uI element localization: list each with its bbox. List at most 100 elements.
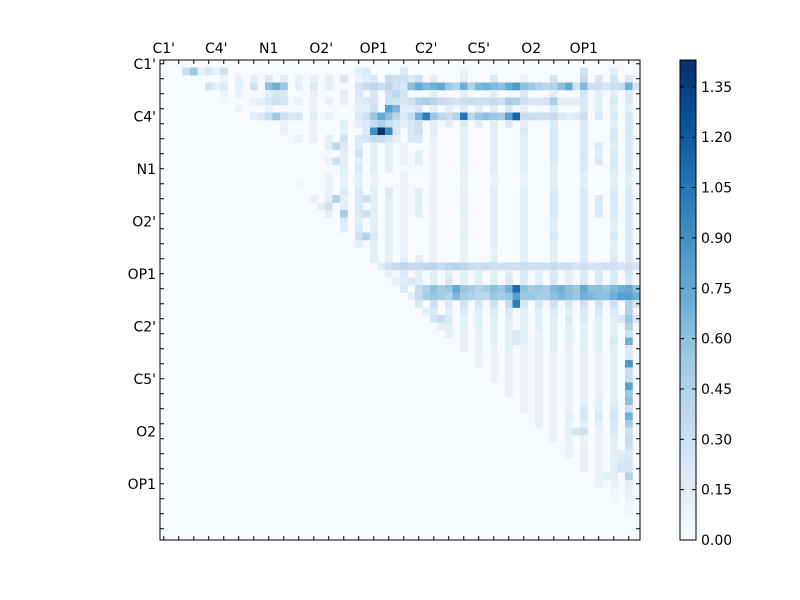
heatmap-cell [595, 285, 603, 293]
heatmap-cell [625, 285, 633, 293]
heatmap-cell [415, 120, 423, 128]
heatmap-cell [595, 150, 603, 158]
heatmap-cell [565, 262, 573, 271]
heatmap-cell [452, 112, 461, 121]
heatmap-cell [557, 285, 566, 293]
heatmap-cell [610, 337, 618, 346]
heatmap-cell [205, 67, 213, 76]
heatmap-cell [422, 112, 431, 121]
heatmap-cell [625, 472, 633, 481]
heatmap-cell [475, 292, 483, 301]
heatmap-cell [460, 322, 468, 331]
heatmap-cell [325, 180, 333, 188]
heatmap-cell [437, 285, 446, 293]
heatmap-cell [490, 345, 498, 353]
heatmap-cell [437, 322, 446, 331]
heatmap-cell [550, 315, 558, 323]
heatmap-cell [572, 427, 581, 436]
heatmap-cell [610, 240, 618, 248]
heatmap-cell [520, 375, 528, 383]
heatmap-cell [430, 127, 438, 136]
heatmap-cell [490, 135, 498, 143]
heatmap-cell [625, 487, 633, 496]
heatmap-cell [572, 292, 581, 301]
heatmap-cell [370, 150, 378, 158]
heatmap-cell [617, 457, 626, 466]
heatmap-cell [475, 315, 483, 323]
heatmap-cell [565, 360, 573, 368]
heatmap-cell [490, 330, 498, 338]
heatmap-cell [610, 382, 618, 391]
heatmap-cell [385, 210, 393, 218]
heatmap-cell [490, 240, 498, 248]
heatmap-cell [445, 292, 453, 301]
heatmap-cell [445, 105, 453, 113]
heatmap-cell [340, 97, 348, 106]
heatmap-cell [595, 345, 603, 353]
heatmap-cell [385, 135, 393, 143]
heatmap-cell [520, 75, 528, 83]
heatmap-cell [475, 307, 483, 316]
heatmap-cell [415, 210, 423, 218]
heatmap-cell [505, 390, 513, 398]
heatmap-cell [430, 172, 438, 181]
heatmap-cell [497, 82, 506, 91]
heatmap-cell [265, 105, 273, 113]
heatmap-cell [610, 277, 618, 286]
colorbar-tick-label: 0.45 [701, 382, 732, 398]
heatmap-cell [625, 382, 633, 391]
heatmap-cell [580, 442, 588, 451]
heatmap-cell [580, 202, 588, 211]
heatmap-cell [610, 360, 618, 368]
heatmap-cell [565, 292, 573, 301]
heatmap-cell [595, 300, 603, 308]
heatmap-cell [430, 247, 438, 256]
heatmap-cell [340, 90, 348, 98]
heatmap-cell [550, 120, 558, 128]
heatmap-cell [625, 217, 633, 226]
heatmap-cell [220, 90, 228, 98]
heatmap-cell [535, 367, 543, 376]
heatmap-cell [595, 82, 603, 91]
heatmap-cell [482, 112, 491, 121]
heatmap-cell [497, 285, 506, 293]
heatmap-cell [400, 232, 408, 241]
heatmap-cell [452, 262, 461, 271]
heatmap-cell [595, 412, 603, 421]
heatmap-cell [490, 127, 498, 136]
heatmap-cell [370, 232, 378, 241]
heatmap-cell [490, 285, 498, 293]
heatmap-cell [385, 105, 393, 113]
heatmap-cell [340, 187, 348, 196]
heatmap-cell [407, 292, 416, 301]
heatmap-cell [632, 262, 641, 271]
heatmap-cell [392, 90, 401, 98]
heatmap-cell [370, 240, 378, 248]
heatmap-cell [505, 360, 513, 368]
heatmap-cell [610, 172, 618, 181]
heatmap-cell [430, 187, 438, 196]
heatmap-cell [325, 75, 333, 83]
heatmap-cell [550, 195, 558, 203]
heatmap-cell [550, 285, 558, 293]
heatmap-cell [415, 292, 423, 301]
heatmap-cell [460, 225, 468, 233]
heatmap-cell [520, 337, 528, 346]
heatmap-cell [325, 135, 333, 143]
heatmap-cell [565, 435, 573, 443]
heatmap-cell [490, 352, 498, 361]
heatmap-cell [580, 382, 588, 391]
heatmap-cell [415, 277, 423, 286]
heatmap-cell [475, 322, 483, 331]
heatmap-cell [475, 270, 483, 278]
heatmap-cell [400, 180, 408, 188]
heatmap-cell [340, 225, 348, 233]
heatmap-cell [535, 360, 543, 368]
heatmap-cell [557, 97, 566, 106]
heatmap-cell [580, 337, 588, 346]
heatmap-cell [595, 375, 603, 383]
heatmap-cell [370, 105, 378, 113]
heatmap-cell [400, 262, 408, 271]
heatmap-cell [535, 345, 543, 353]
heatmap-cell [520, 217, 528, 226]
